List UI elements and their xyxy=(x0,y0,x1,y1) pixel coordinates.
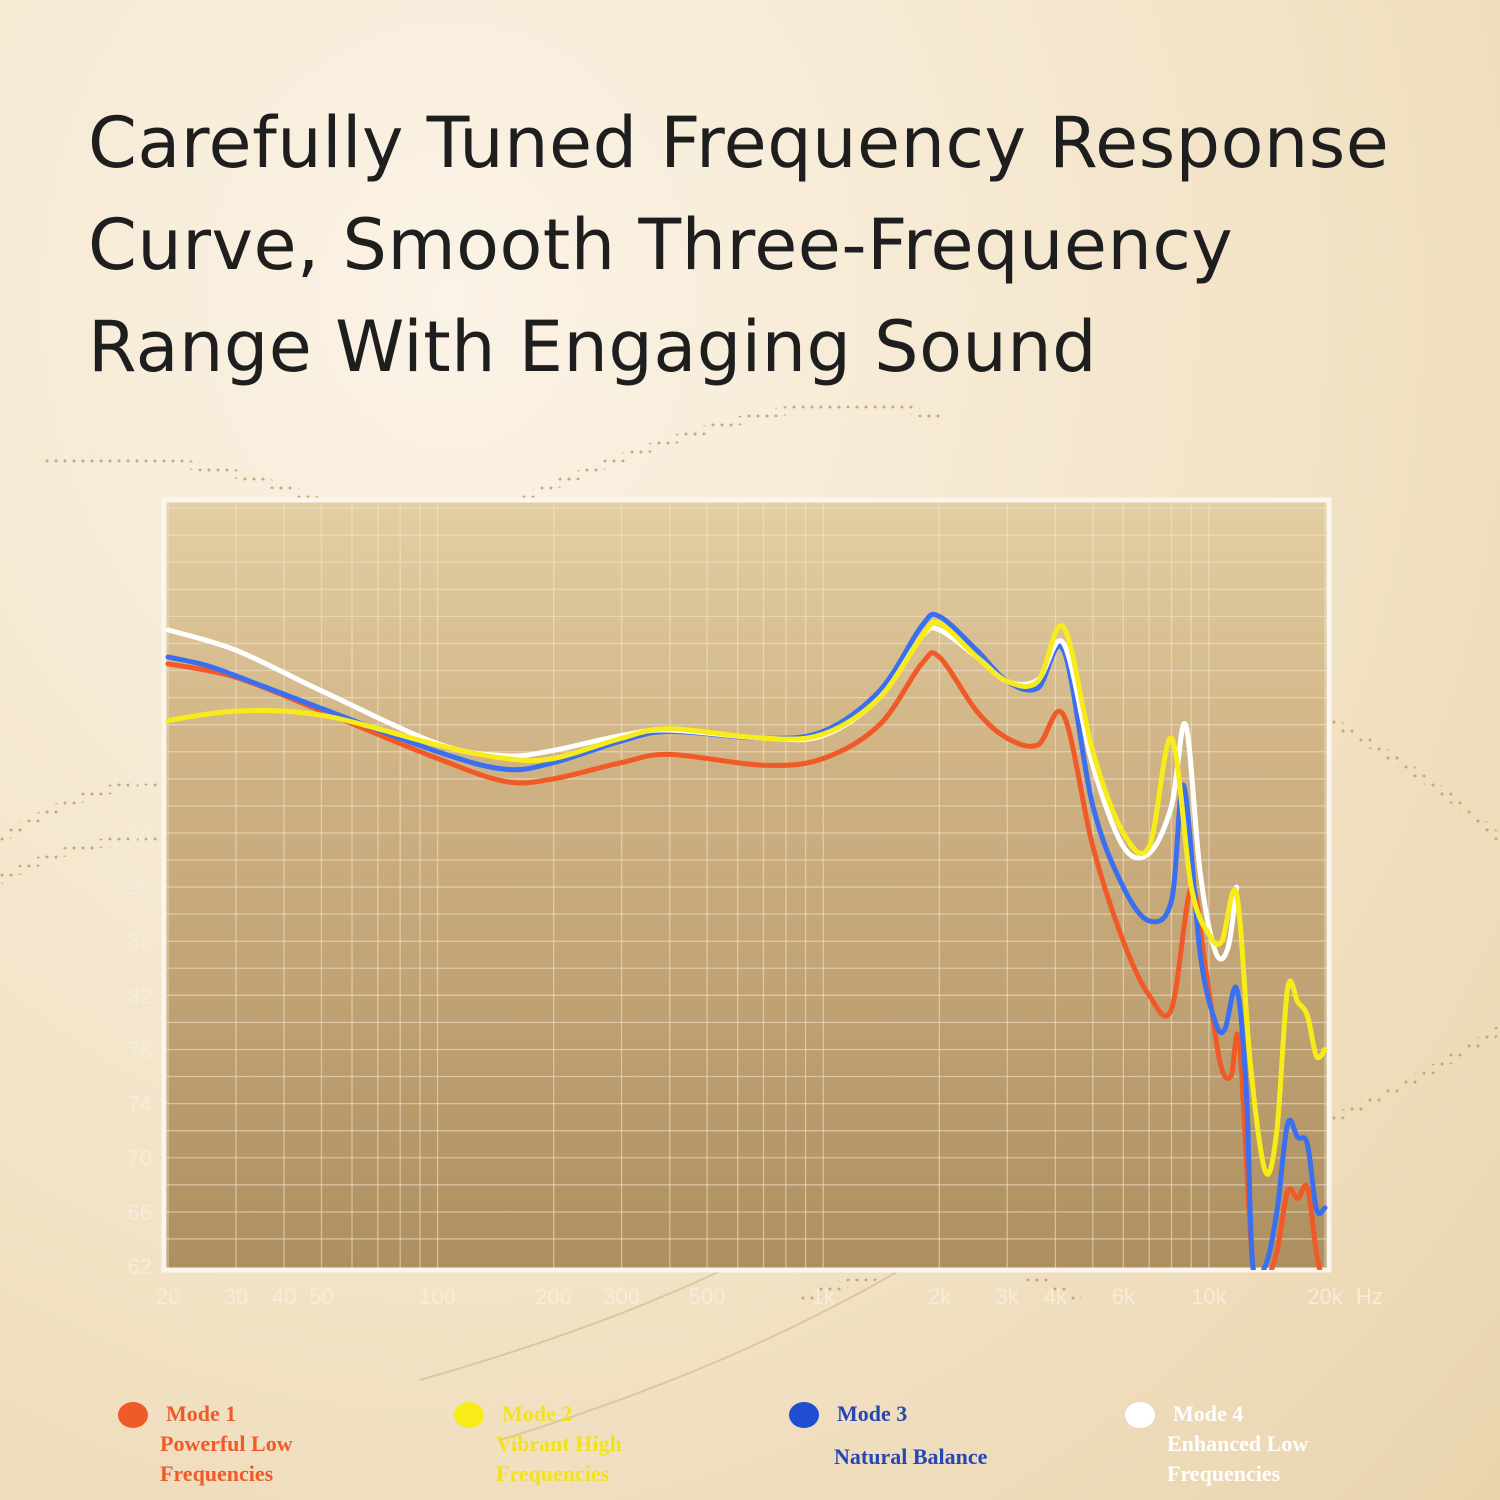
legend-dot xyxy=(789,1402,819,1428)
x-tick-label: 1k xyxy=(812,1284,836,1309)
title-line-3: Range With Engaging Sound xyxy=(88,306,1098,388)
series-lines xyxy=(165,611,1328,1270)
y-tick-label: 74 xyxy=(128,1092,152,1117)
x-axis-ticks: 20 30 40 50 100 200 300 500 1k 2k 3k 4k 6k 10k 20k xyxy=(156,1284,1344,1309)
x-unit-label: Hz xyxy=(1356,1284,1383,1309)
y-tick-label: 66 xyxy=(128,1200,152,1225)
y-tick-label: 62 xyxy=(128,1254,152,1279)
x-tick-label: 4k xyxy=(1044,1284,1068,1309)
legend-mode-label: Mode 1 xyxy=(166,1401,237,1426)
x-tick-label: 200 xyxy=(535,1284,572,1309)
legend-dot xyxy=(1125,1402,1155,1428)
plot-area xyxy=(161,497,1332,1273)
legend-description-line: Natural Balance xyxy=(834,1444,988,1469)
legend-item-mode-3: Mode 3 Natural Balance xyxy=(789,1401,1109,1492)
legend-description-line: Enhanced Low xyxy=(1167,1431,1309,1456)
x-tick-label: 10k xyxy=(1191,1284,1227,1309)
series-line-mode-1 xyxy=(165,650,1323,1270)
legend-item-mode-1: Mode 1 Powerful Low Frequencies xyxy=(118,1401,438,1492)
y-tick-label: 98 xyxy=(128,767,152,792)
x-tick-label: 100 xyxy=(419,1284,456,1309)
grid-lines xyxy=(166,502,1327,1268)
x-tick-label: 40 xyxy=(272,1284,296,1309)
x-tick-label: 50 xyxy=(309,1284,333,1309)
x-tick-label: 20k xyxy=(1307,1284,1343,1309)
y-axis-ticks: 62 66 70 74 78 82 86 90 94 98 102 106 110 114 118 xyxy=(115,496,152,1279)
legend-mode-label: Mode 3 xyxy=(837,1401,908,1426)
y-tick-label: 82 xyxy=(128,983,152,1008)
x-tick-label: 3k xyxy=(996,1284,1020,1309)
series-line-mode-3 xyxy=(165,611,1328,1270)
legend-description-line: Vibrant High xyxy=(496,1431,622,1456)
legend-dot xyxy=(118,1402,148,1428)
series-line-mode-2 xyxy=(165,619,1328,1177)
y-tick-label: 102 xyxy=(115,713,152,738)
x-tick-label: 500 xyxy=(689,1284,726,1309)
y-tick-label: 106 xyxy=(115,659,152,684)
legend-mode-label: Mode 4 xyxy=(1173,1401,1244,1426)
title-line-1: Carefully Tuned Frequency Response xyxy=(88,102,1390,184)
legend-mode-label: Mode 2 xyxy=(502,1401,573,1426)
x-tick-label: 2k xyxy=(928,1284,952,1309)
legend-item-mode-2: Mode 2 Vibrant High Frequencies xyxy=(454,1401,774,1492)
y-tick-label: 90 xyxy=(128,875,152,900)
title-line-2: Curve, Smooth Three-Frequency xyxy=(88,204,1234,286)
x-tick-label: 300 xyxy=(603,1284,640,1309)
y-tick-label: 70 xyxy=(128,1146,152,1171)
legend-item-mode-4: Mode 4 Enhanced Low Frequencies xyxy=(1125,1401,1445,1492)
y-tick-label: 94 xyxy=(128,821,152,846)
x-tick-label: 30 xyxy=(224,1284,248,1309)
y-tick-label: 78 xyxy=(128,1037,152,1062)
legend-description-line: Powerful Low xyxy=(160,1431,293,1456)
x-tick-label: 20 xyxy=(156,1284,180,1309)
legend-description-line: Frequencies xyxy=(496,1461,610,1486)
y-tick-label: 86 xyxy=(128,929,152,954)
legend-description-line: Frequencies xyxy=(160,1461,274,1486)
x-tick-label: 6k xyxy=(1112,1284,1136,1309)
y-tick-label: 110 xyxy=(117,604,152,629)
legend-description-line: Frequencies xyxy=(1167,1461,1281,1486)
legend-dot xyxy=(454,1402,484,1428)
y-tick-label: 118 xyxy=(117,496,152,521)
page-title: Carefully Tuned Frequency Response Curve… xyxy=(88,92,1448,398)
y-tick-label: 114 xyxy=(117,550,152,575)
